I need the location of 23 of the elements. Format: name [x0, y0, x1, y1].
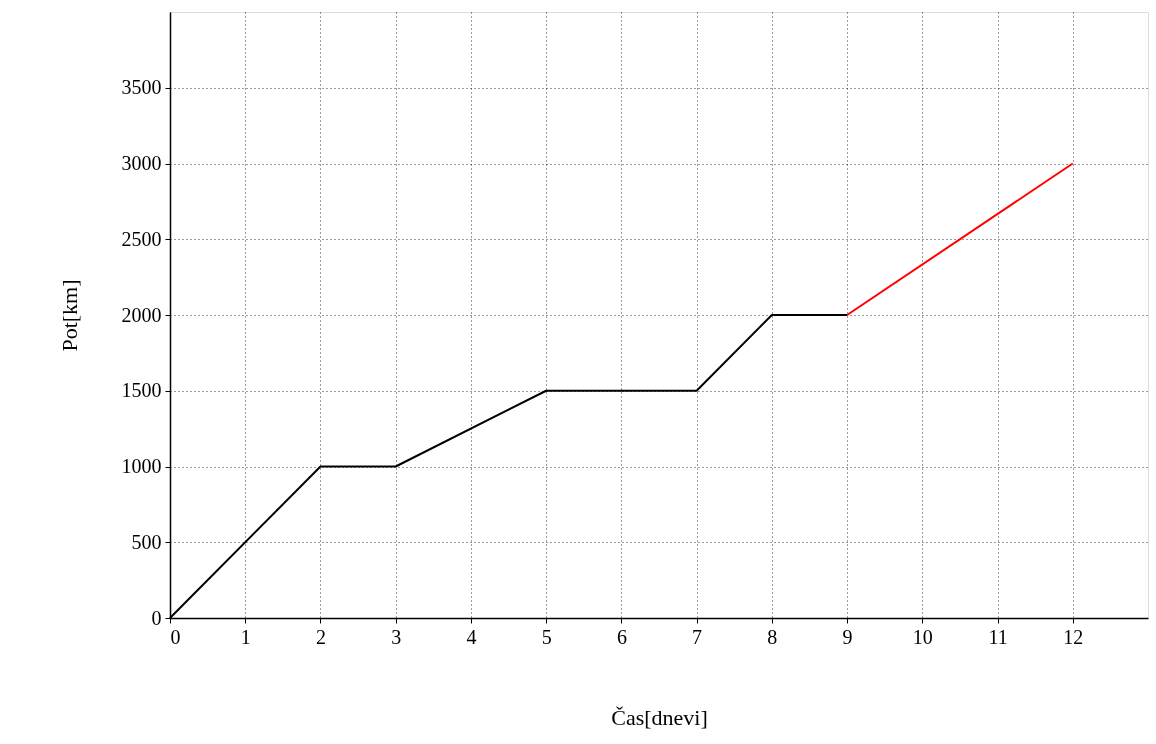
y-tick-label: 2500 — [121, 227, 162, 250]
x-tick-label: 9 — [842, 625, 853, 648]
x-tick-label: 8 — [767, 625, 778, 648]
x-tick-label: 3 — [391, 625, 402, 648]
x-tick-label: 2 — [315, 625, 326, 648]
x-tick-label: 6 — [616, 625, 627, 648]
x-tick-label: 5 — [541, 625, 552, 648]
y-tick-label: 2000 — [121, 303, 162, 326]
x-tick-label: 11 — [988, 625, 1008, 648]
x-tick-label: 7 — [692, 625, 703, 648]
y-tick-label: 1500 — [121, 379, 162, 402]
x-tick-label: 0 — [170, 625, 181, 648]
x-axis-title: Čas[dnevi] — [611, 704, 708, 730]
x-tick-label: 12 — [1063, 625, 1084, 648]
y-tick-label: 3500 — [121, 76, 162, 99]
x-tick-label: 10 — [912, 625, 933, 648]
x-tick-label: 4 — [466, 625, 477, 648]
y-tick-label: 1000 — [121, 455, 162, 477]
y-tick-label: 500 — [131, 530, 162, 553]
y-tick-label: 3000 — [121, 152, 162, 174]
y-axis-title: Pot[km] — [56, 279, 82, 352]
x-tick-label: 1 — [240, 625, 251, 648]
y-tick-label: 0 — [151, 606, 162, 629]
